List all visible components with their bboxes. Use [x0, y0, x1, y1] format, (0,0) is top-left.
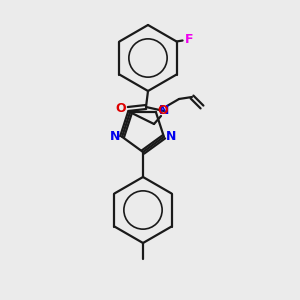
Text: F: F	[184, 33, 193, 46]
Text: N: N	[110, 130, 120, 143]
Text: N: N	[159, 103, 169, 116]
Text: O: O	[158, 104, 168, 117]
Text: O: O	[116, 103, 126, 116]
Text: N: N	[166, 130, 176, 143]
